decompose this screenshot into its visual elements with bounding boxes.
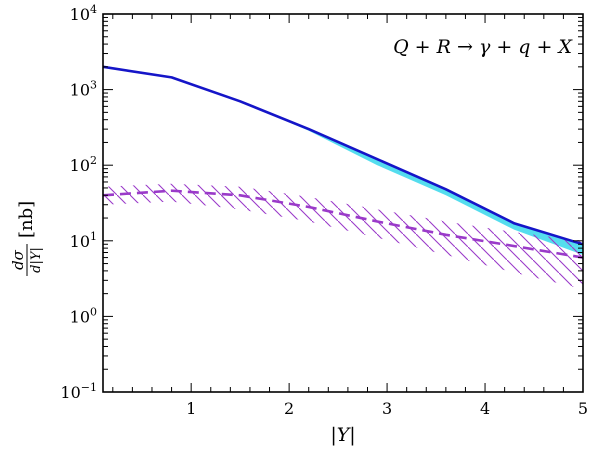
- y-axis-label: dσ d|Y| [nb]: [9, 201, 44, 276]
- x-tick-label: 3: [382, 399, 392, 418]
- plot-frame: [102, 13, 584, 393]
- x-tick-label: 1: [186, 399, 196, 418]
- x-axis-label: |Y|: [330, 424, 355, 446]
- plot-layer: [103, 65, 583, 290]
- x-tick-label: 2: [284, 399, 294, 418]
- ticks-layer: 1 2 3 4 5 10−1 100 101 102 103 104: [60, 3, 588, 418]
- y-tick-label: 101: [70, 230, 97, 251]
- y-tick-label: 10−1: [60, 381, 97, 402]
- y-tick-label: 102: [70, 154, 97, 175]
- y-tick-label: 104: [70, 3, 97, 24]
- x-tick-label: 4: [480, 399, 490, 418]
- x-tick-label: 5: [578, 399, 588, 418]
- series-2-line: [103, 189, 583, 259]
- y-axis-label-denominator: d|Y|: [29, 247, 44, 273]
- y-axis-label-unit: [nb]: [16, 201, 37, 238]
- y-tick-label: 100: [70, 305, 97, 326]
- annotation-label: Q + R → γ + q + X: [393, 36, 573, 58]
- series-1-line: [103, 65, 583, 246]
- y-axis-label-numerator: dσ: [9, 249, 27, 270]
- series-2-band: [103, 183, 583, 290]
- y-tick-label: 103: [70, 79, 97, 100]
